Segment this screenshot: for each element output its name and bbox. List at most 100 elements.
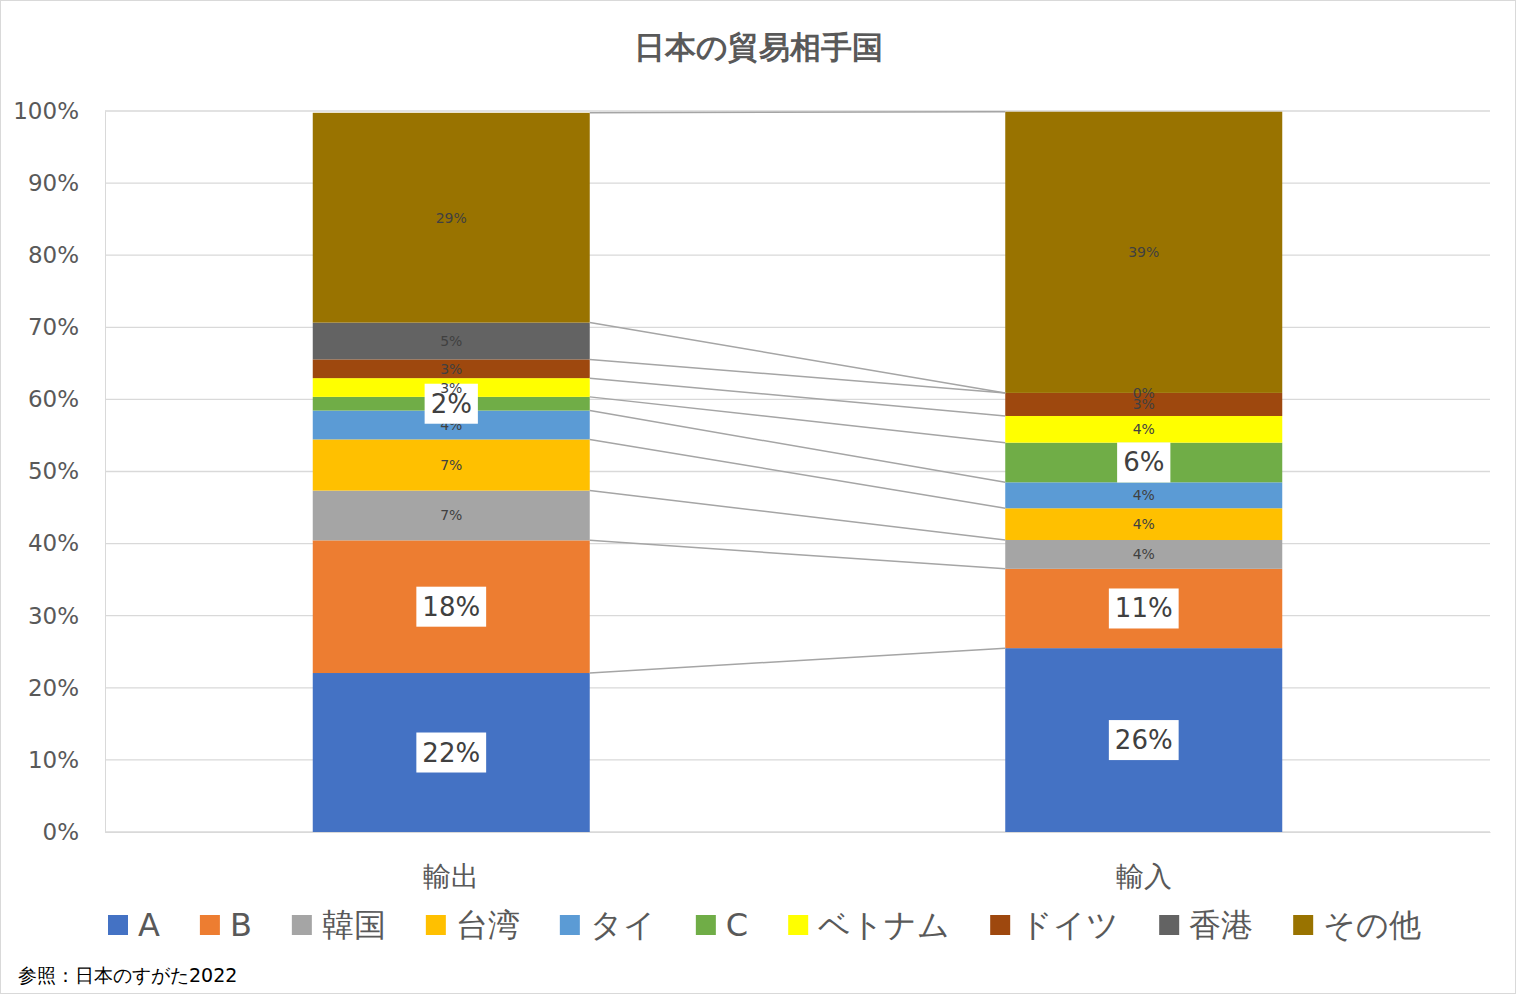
data-label-background — [1109, 720, 1179, 760]
data-label-group: 3% — [440, 380, 462, 396]
connector-line — [590, 112, 1006, 113]
legend-swatch — [990, 915, 1010, 935]
data-label: 7% — [440, 457, 462, 473]
connector-line — [590, 540, 1006, 568]
connector-line — [590, 359, 1006, 393]
grid-line — [105, 110, 1490, 111]
bar-segment — [313, 439, 590, 490]
legend-swatch — [696, 915, 716, 935]
legend-swatch — [560, 915, 580, 935]
series — [313, 411, 1283, 509]
legend-label: B — [230, 906, 252, 944]
series — [313, 378, 1283, 443]
y-tick-label: 80% — [28, 242, 79, 268]
data-label: 7% — [440, 507, 462, 523]
bar-segment — [313, 378, 590, 397]
data-label: 4% — [1133, 516, 1155, 532]
data-label-background — [1117, 442, 1170, 482]
data-label: 0% — [1133, 385, 1155, 401]
data-label: 4% — [1133, 546, 1155, 562]
data-label: 3% — [440, 361, 462, 377]
legend-swatch — [1293, 915, 1313, 935]
data-label-group: 4% — [1133, 546, 1155, 562]
y-tick: 90% — [28, 170, 105, 196]
connector-line — [590, 648, 1006, 673]
legend-swatch — [200, 915, 220, 935]
data-label-group: 26% — [1109, 720, 1179, 760]
connectors — [590, 112, 1006, 673]
series — [313, 439, 1283, 540]
data-label-group: 7% — [440, 457, 462, 473]
y-tick-label: 100% — [13, 98, 79, 124]
y-tick-label: 60% — [28, 386, 79, 412]
chart-frame — [1, 1, 1516, 994]
bar-segment — [313, 673, 590, 832]
data-label-background — [1109, 588, 1179, 628]
y-tick-label: 30% — [28, 603, 79, 629]
legend-item: 韓国 — [292, 906, 386, 944]
bar-segment — [313, 540, 590, 673]
chart-title: 日本の貿易相手国 — [634, 29, 883, 65]
bar-segment — [1005, 648, 1282, 832]
data-label: 4% — [1133, 487, 1155, 503]
connector-line — [590, 378, 1006, 416]
y-tick-label: 10% — [28, 747, 79, 773]
y-tick-label: 90% — [28, 170, 79, 196]
data-label: 4% — [1133, 421, 1155, 437]
y-tick: 80% — [28, 242, 105, 268]
data-label: 26% — [1115, 725, 1173, 755]
series — [313, 540, 1283, 673]
legend-item: 香港 — [1159, 906, 1253, 944]
legend-swatch — [108, 915, 128, 935]
chart: 日本の貿易相手国 0% 10% 20% 30% 40% 50% 60% 70% 80% 90% 100… — [0, 0, 1516, 994]
data-label-group: 7% — [440, 507, 462, 523]
data-label-group: 22% — [416, 733, 486, 773]
data-label: 22% — [422, 738, 480, 768]
legend-label: 韓国 — [322, 906, 386, 944]
data-label-background — [416, 587, 486, 627]
legend: AB韓国台湾タイCベトナムドイツ香港その他 — [108, 906, 1421, 944]
bar-segment — [1005, 508, 1282, 540]
y-tick: 40% — [28, 530, 105, 556]
bar-segment — [1005, 540, 1282, 569]
legend-label: A — [138, 906, 160, 944]
legend-label: 台湾 — [456, 906, 520, 944]
y-axis-line — [105, 112, 106, 833]
data-label: 29% — [436, 210, 467, 226]
legend-item: その他 — [1293, 906, 1421, 944]
legend-swatch — [426, 915, 446, 935]
y-tick: 100% — [13, 98, 105, 124]
bar-segment — [1005, 482, 1282, 508]
legend-item: B — [200, 906, 252, 944]
y-tick-label: 70% — [28, 314, 79, 340]
y-tick-label: 50% — [28, 458, 79, 484]
data-label-group: 6% — [1117, 442, 1170, 482]
data-label-group: 18% — [416, 587, 486, 627]
y-tick: 60% — [28, 386, 105, 412]
y-tick-label: 0% — [43, 819, 80, 845]
data-label: 6% — [1123, 447, 1164, 477]
data-label-group: 0% — [1133, 385, 1155, 401]
x-tick: 輸入 — [1116, 832, 1172, 893]
source-note: 参照：日本のすがた2022 — [18, 964, 237, 986]
y-tick-label: 20% — [28, 675, 79, 701]
legend-label: 香港 — [1189, 906, 1253, 944]
data-label: 18% — [422, 592, 480, 622]
data-label-group: 4% — [1133, 516, 1155, 532]
y-tick: 0% — [43, 819, 106, 845]
bar-segment — [1005, 112, 1282, 393]
y-tick: 50% — [28, 458, 105, 484]
bar-segment — [1005, 443, 1282, 483]
bar-segment — [313, 323, 590, 360]
legend-swatch — [788, 915, 808, 935]
data-labels: 22%26%18%11%7%4%7%4%4%4%2%6%3%4%3%3%5%0%… — [416, 210, 1178, 773]
x-tick-label: 輸出 — [423, 860, 479, 893]
bar-segment — [1005, 569, 1282, 648]
data-label-group: 3% — [440, 361, 462, 377]
legend-item: タイ — [560, 906, 656, 944]
series — [313, 648, 1283, 832]
legend-item: A — [108, 906, 160, 944]
legend-swatch — [1159, 915, 1179, 935]
data-label-group: 4% — [1133, 487, 1155, 503]
x-tick-label: 輸入 — [1116, 860, 1172, 893]
